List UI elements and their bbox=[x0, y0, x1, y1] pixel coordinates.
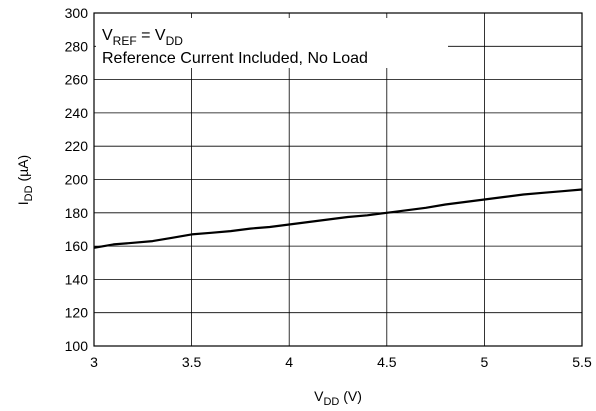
annotation-line-1: VREF = VDD bbox=[102, 27, 183, 48]
x-tick-label: 4 bbox=[285, 354, 293, 370]
y-axis-label: IDD (µA) bbox=[15, 155, 35, 205]
y-tick-label: 160 bbox=[65, 238, 89, 254]
x-tick-label: 3.5 bbox=[182, 354, 202, 370]
x-tick-label: 4.5 bbox=[377, 354, 397, 370]
y-tick-label: 140 bbox=[65, 271, 89, 287]
y-tick-label: 120 bbox=[65, 305, 89, 321]
annotation-line-2: Reference Current Included, No Load bbox=[102, 50, 368, 67]
x-axis-label: VDD (V) bbox=[314, 388, 362, 408]
y-tick-labels: 100 120 140 160 180 200 220 240 260 280 300 bbox=[65, 5, 89, 354]
annotation: VREF = VDD Reference Current Included, N… bbox=[102, 27, 368, 67]
annotation-background bbox=[96, 18, 448, 68]
x-tick-label: 5.5 bbox=[572, 354, 592, 370]
x-tick-label: 3 bbox=[90, 354, 98, 370]
y-tick-label: 200 bbox=[65, 172, 89, 188]
series-layer bbox=[93, 188, 583, 249]
y-tick-label: 100 bbox=[65, 338, 89, 354]
y-tick-label: 260 bbox=[65, 72, 89, 88]
y-tick-label: 240 bbox=[65, 105, 89, 121]
y-tick-label: 220 bbox=[65, 138, 89, 154]
y-tick-label: 300 bbox=[65, 5, 89, 21]
plot-frame bbox=[93, 12, 583, 347]
x-tick-label: 5 bbox=[481, 354, 489, 370]
x-tick-labels: 3 3.5 4 4.5 5 5.5 bbox=[90, 354, 592, 370]
y-tick-label: 280 bbox=[65, 38, 89, 54]
series-line bbox=[93, 188, 583, 249]
y-tick-label: 180 bbox=[65, 205, 89, 221]
